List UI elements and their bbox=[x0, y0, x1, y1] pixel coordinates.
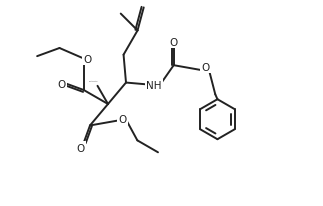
Text: O: O bbox=[57, 79, 66, 89]
Text: O: O bbox=[84, 55, 92, 65]
Text: methyl stub: methyl stub bbox=[89, 81, 98, 82]
Text: O: O bbox=[77, 143, 85, 153]
Text: O: O bbox=[201, 63, 209, 73]
Text: O: O bbox=[119, 114, 127, 124]
Text: NH: NH bbox=[146, 81, 162, 91]
Text: O: O bbox=[170, 38, 178, 48]
